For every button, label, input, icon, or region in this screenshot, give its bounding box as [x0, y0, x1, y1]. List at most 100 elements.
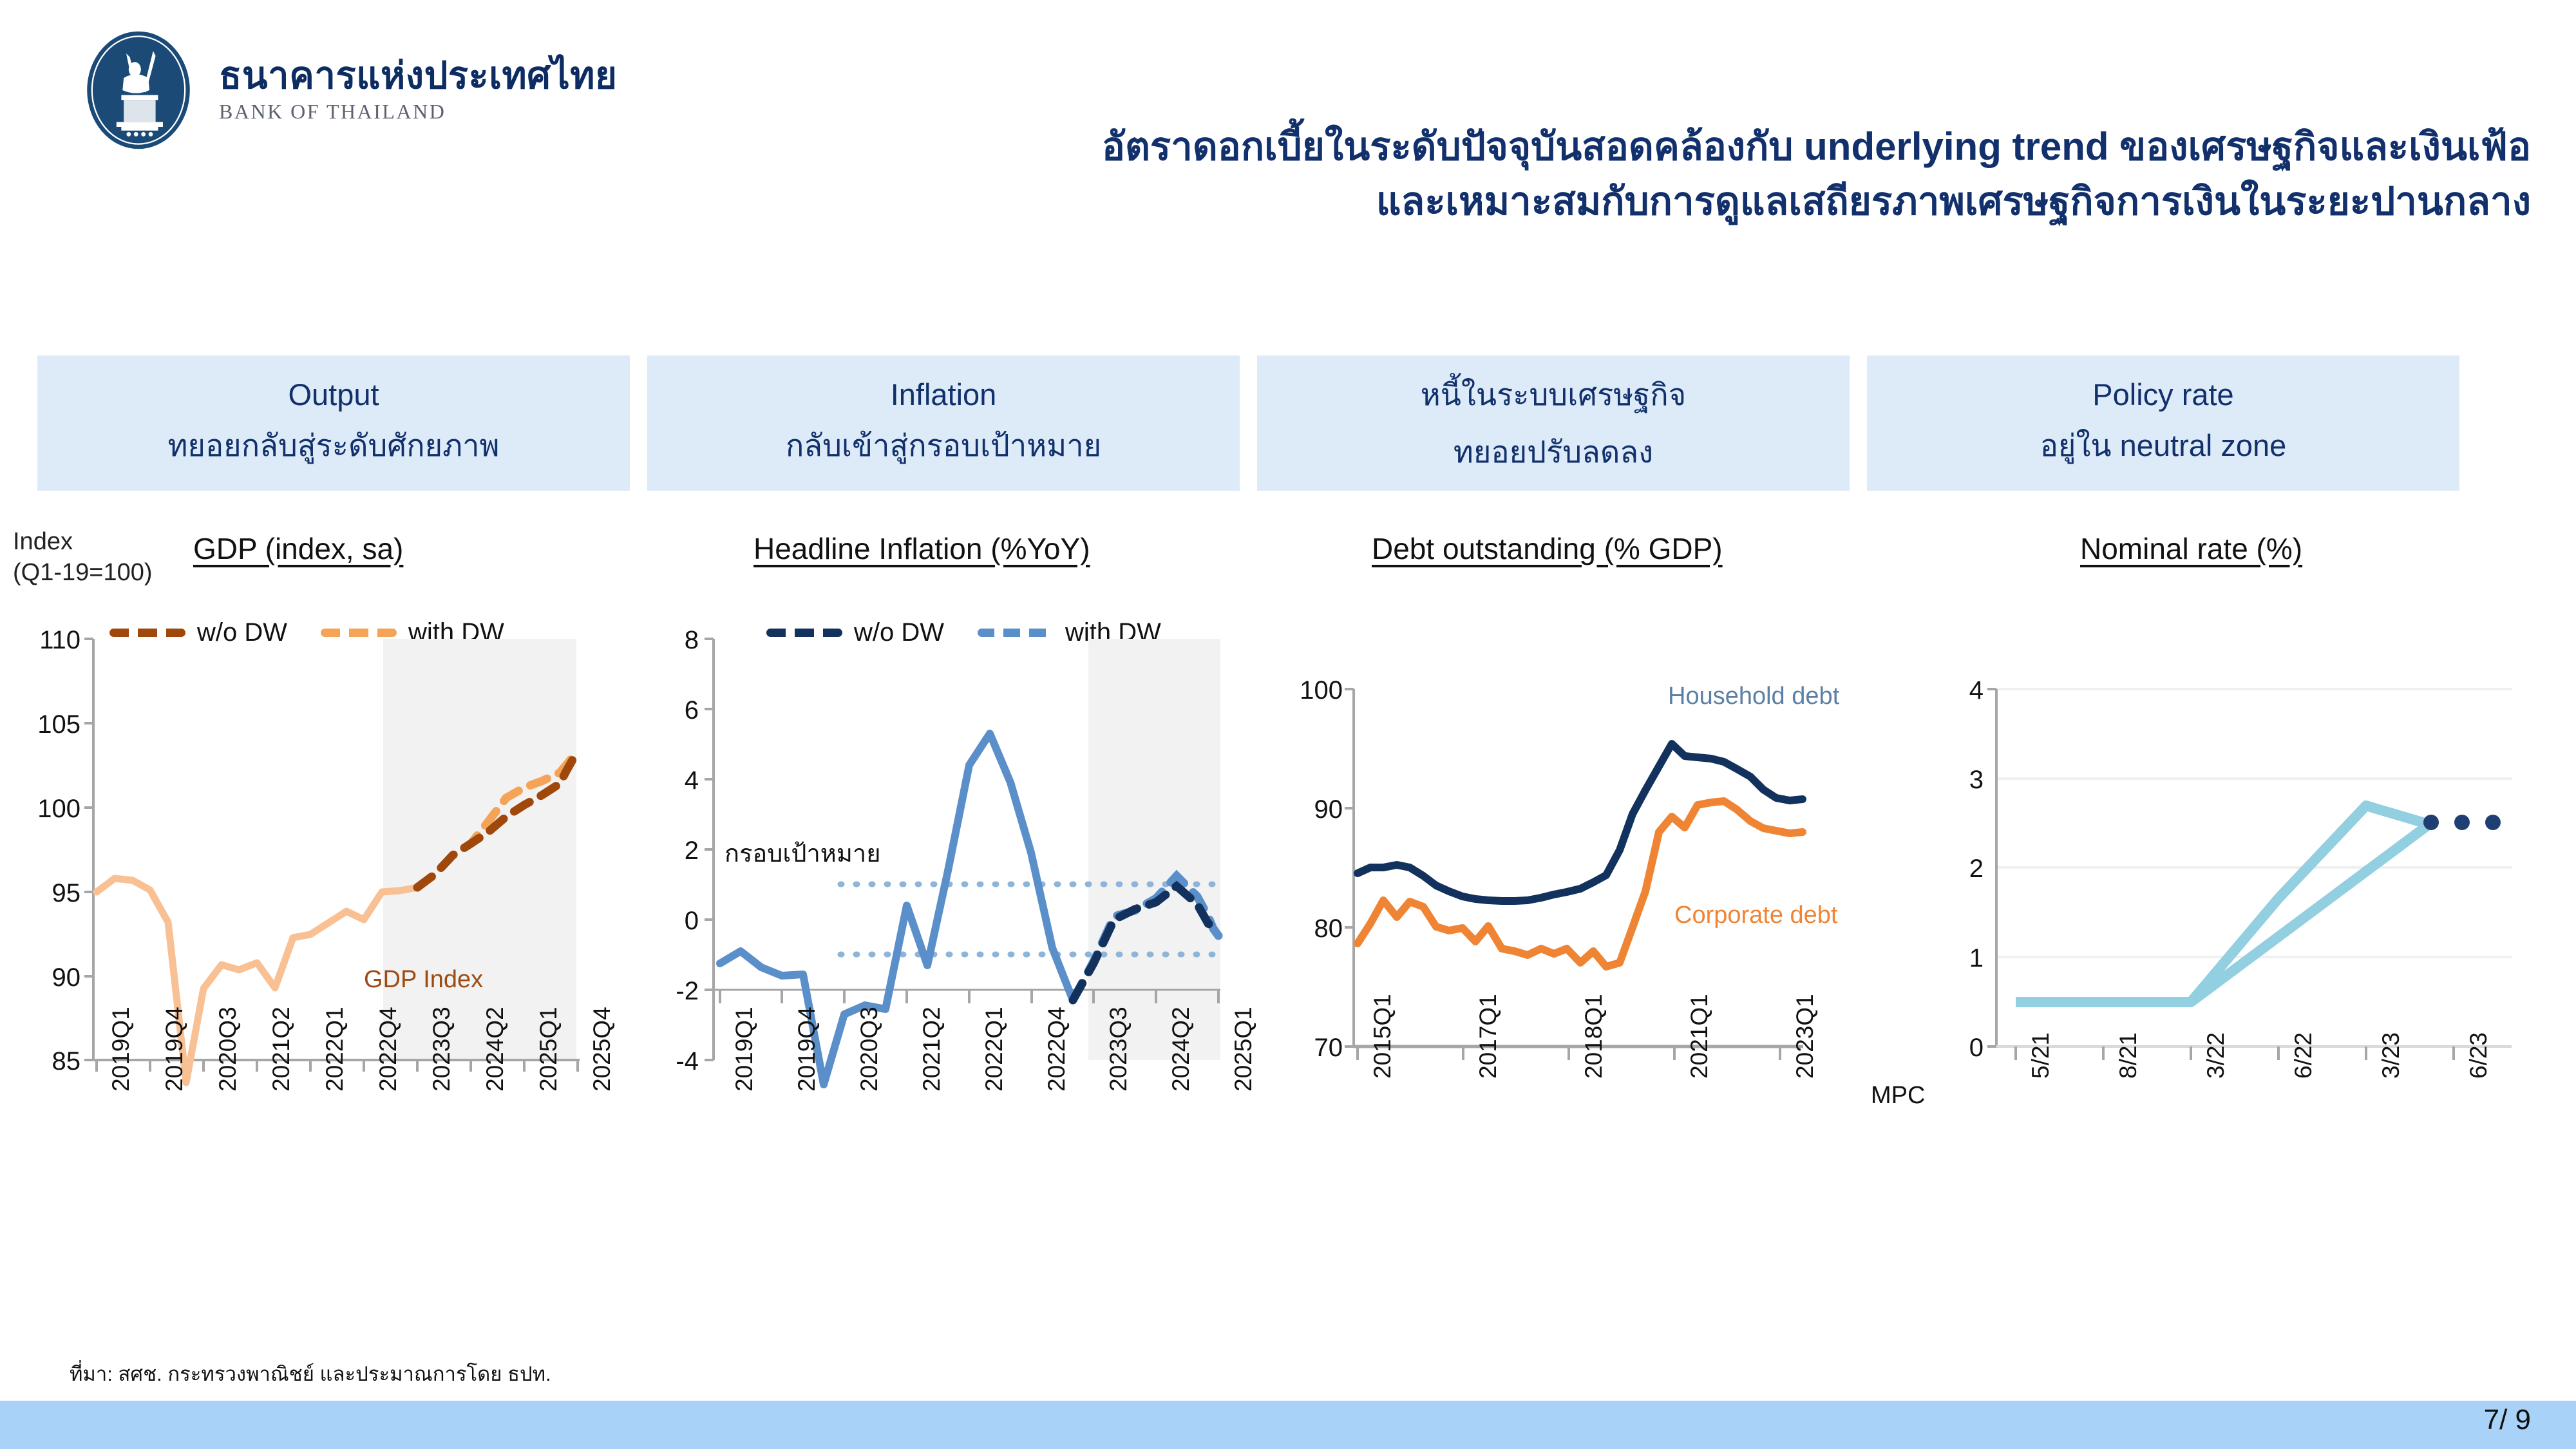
- gdp-chart-title: GDP (index, sa): [193, 532, 404, 565]
- gdp-xtick-6: 2023Q3: [428, 1007, 455, 1092]
- debt-corporate-line: [1354, 797, 1806, 971]
- gdp-xtick-0: 2019Q1: [108, 1007, 134, 1092]
- panel-header-policy-th: อยู่ใน neutral zone: [2040, 428, 2287, 462]
- inflation-target-annotation: กรอบเป้าหมาย: [724, 840, 881, 867]
- inflation-ytick-2: 2: [684, 837, 699, 865]
- inflation-xtick-3: 2021Q2: [918, 1007, 945, 1092]
- panel-header-output-th: ทยอยกลับสู่ระดับศักยภาพ: [167, 428, 500, 462]
- gdp-plot: [84, 638, 582, 1086]
- inflation-legend-swatch-wo-dw: [766, 629, 842, 637]
- panel-header-debt: หนี้ในระบบเศรษฐกิจ ทยอยปรับลดลง: [1257, 355, 1850, 491]
- panel-header-inflation-th: กลับเข้าสู่กรอบเป้าหมาย: [785, 428, 1102, 462]
- inflation-wo-dw-line: [1068, 880, 1223, 1005]
- chart-inflation: Headline Inflation (%YoY) w/o DW with DW: [638, 515, 1282, 1307]
- panel-header-output-en: Output: [288, 377, 379, 412]
- bot-logo: ธนาคารแห่งประเทศไทย BANK OF THAILAND: [77, 29, 617, 151]
- gdp-legend-swatch-with-dw: [321, 629, 397, 637]
- title-line-1: อัตราดอกเบี้ยในระดับปัจจุบันสอดคล้องกับ …: [1101, 125, 2531, 168]
- inflation-ytick-4: 4: [684, 766, 699, 795]
- inflation-xtick-1: 2019Q4: [793, 1007, 820, 1092]
- inflation-xtick-4: 2022Q1: [981, 1007, 1007, 1092]
- gdp-ytick-100: 100: [37, 795, 80, 823]
- policy-xtick-2: 3/22: [2202, 1032, 2229, 1079]
- inflation-ytick-8: 8: [684, 626, 699, 654]
- page-title: อัตราดอกเบี้ยในระดับปัจจุบันสอดคล้องกับ …: [644, 119, 2531, 229]
- bot-logo-text: ธนาคารแห่งประเทศไทย BANK OF THAILAND: [219, 55, 618, 124]
- debt-ytick-90: 90: [1314, 795, 1343, 824]
- inflation-legend: w/o DW with DW: [766, 618, 1161, 647]
- policy-plot: [1987, 688, 2512, 1060]
- chart-policy-rate: Nominal rate (%): [1871, 515, 2576, 1307]
- policy-ytick-1: 1: [1969, 944, 1984, 972]
- policy-xtick-0: 5/21: [2027, 1032, 2054, 1079]
- debt-xtick-3: 2021Q1: [1686, 994, 1712, 1079]
- gdp-ytick-105: 105: [37, 710, 80, 739]
- gdp-xtick-5: 2022Q4: [375, 1007, 401, 1092]
- panel-header-debt-th: ทยอยปรับลดลง: [1453, 435, 1654, 469]
- inflation-actual-line: [716, 730, 1077, 1088]
- title-line-2: และเหมาะสมกับการดูแลเสถียรภาพเศรษฐกิจการ…: [1376, 180, 2531, 223]
- bot-name-th: ธนาคารแห่งประเทศไทย: [219, 55, 618, 97]
- policy-rate-line: [2016, 800, 2431, 1007]
- gdp-index-note: Index (Q1-19=100): [13, 528, 153, 586]
- policy-dot-1: [2423, 815, 2439, 830]
- gdp-ytick-110: 110: [39, 626, 80, 654]
- source-note: ที่มา: สศช. กระทรวงพาณิชย์ และประมาณการโ…: [70, 1363, 551, 1385]
- panel-header-inflation-en: Inflation: [890, 377, 997, 412]
- gdp-legend-item-wo-dw: w/o DW: [109, 618, 287, 647]
- policy-ytick-3: 3: [1969, 766, 1984, 794]
- inflation-plot: [705, 638, 1224, 1088]
- gdp-legend-label-wo-dw: w/o DW: [197, 618, 287, 647]
- chart-debt: Debt outstanding (% GDP): [1282, 515, 1932, 1307]
- debt-xtick-4: 2023Q1: [1792, 994, 1818, 1079]
- gdp-xtick-3: 2021Q2: [268, 1007, 294, 1092]
- page-number: 7/ 9: [2483, 1404, 2531, 1435]
- panel-header-inflation: Inflation กลับเข้าสู่กรอบเป้าหมาย: [647, 355, 1240, 491]
- debt-xtick-1: 2017Q1: [1475, 994, 1501, 1079]
- debt-ytick-80: 80: [1314, 914, 1343, 943]
- debt-chart-title: Debt outstanding (% GDP): [1372, 532, 1723, 565]
- bot-name-en: BANK OF THAILAND: [219, 99, 446, 123]
- panel-header-row: Output ทยอยกลับสู่ระดับศักยภาพ Inflation…: [37, 355, 2543, 491]
- debt-corporate-annotation: Corporate debt: [1674, 902, 1838, 929]
- bot-seal-icon: [87, 31, 190, 149]
- debt-ytick-100: 100: [1300, 676, 1343, 705]
- panel-header-policy-en: Policy rate: [2092, 377, 2234, 412]
- inflation-xtick-8: 2025Q1: [1230, 1007, 1256, 1092]
- charts-row: Index (Q1-19=100) GDP (index, sa) w/o DW…: [0, 515, 2576, 1307]
- policy-ytick-0: 0: [1969, 1034, 1984, 1062]
- policy-rate-line-slope: [2188, 820, 2432, 1007]
- inflation-legend-item-wo-dw: w/o DW: [766, 618, 944, 647]
- gdp-index-annotation: GDP Index: [364, 966, 484, 993]
- gdp-xtick-4: 2022Q1: [321, 1007, 348, 1092]
- inflation-chart-title: Headline Inflation (%YoY): [753, 532, 1090, 565]
- inflation-ytick-neg2: -2: [676, 977, 699, 1005]
- debt-ytick-70: 70: [1314, 1034, 1343, 1062]
- policy-ytick-2: 2: [1969, 855, 1984, 883]
- chart-gdp: Index (Q1-19=100) GDP (index, sa) w/o DW…: [0, 515, 638, 1307]
- gdp-xtick-9: 2025Q4: [589, 1007, 615, 1092]
- inflation-ytick-neg4: -4: [676, 1047, 699, 1075]
- inflation-legend-swatch-with-dw: [978, 629, 1054, 637]
- gdp-actual-line: [93, 875, 421, 1086]
- gdp-xtick-8: 2025Q1: [535, 1007, 562, 1092]
- gdp-xtick-2: 2020Q3: [214, 1007, 241, 1092]
- inflation-forecast-shade: [1088, 639, 1220, 1060]
- policy-xtick-3: 6/22: [2290, 1032, 2316, 1079]
- debt-household-line: [1354, 740, 1806, 905]
- debt-household-annotation: Household debt: [1668, 683, 1840, 710]
- panel-header-policy: Policy rate อยู่ใน neutral zone: [1867, 355, 2459, 491]
- panel-header-debt-en: หนี้ในระบบเศรษฐกิจ: [1420, 377, 1687, 412]
- inflation-xtick-5: 2022Q4: [1043, 1007, 1070, 1092]
- gdp-ytick-85: 85: [52, 1047, 81, 1075]
- gdp-ytick-95: 95: [52, 879, 81, 907]
- gdp-ytick-90: 90: [52, 963, 81, 992]
- policy-dot-3: [2485, 815, 2501, 830]
- debt-plot: [1345, 688, 1806, 1060]
- policy-dot-2: [2454, 815, 2470, 830]
- inflation-xtick-0: 2019Q1: [731, 1007, 757, 1092]
- policy-ytick-4: 4: [1969, 676, 1984, 705]
- inflation-xtick-2: 2020Q3: [856, 1007, 882, 1092]
- inflation-ytick-6: 6: [684, 696, 699, 724]
